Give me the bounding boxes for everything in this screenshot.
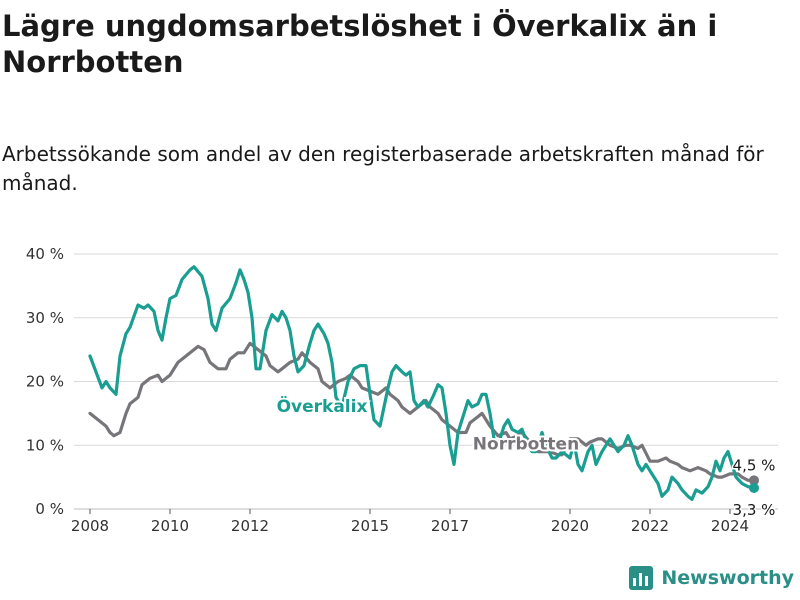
x-axis-ticks: 2008 2010 2012 2015 2017 2020 2022 2024 bbox=[71, 509, 749, 535]
end-point-overkalix bbox=[749, 482, 759, 493]
y-tick-label: 20 % bbox=[26, 373, 64, 391]
x-tick-label: 2012 bbox=[231, 517, 269, 535]
end-point-norrbotten bbox=[749, 475, 759, 486]
grid-lines bbox=[74, 253, 778, 510]
x-tick-label: 2008 bbox=[71, 517, 109, 535]
chart-annotations: Överkalix Norrbotten 4,5 % 3,3 % bbox=[275, 393, 777, 520]
x-tick-label: 2022 bbox=[631, 517, 669, 535]
bar-chart-icon bbox=[629, 566, 654, 590]
y-tick-label: 0 % bbox=[35, 500, 64, 518]
newsworthy-logo[interactable]: Newsworthy bbox=[629, 566, 794, 590]
line-chart: 0 % 10 % 20 % 30 % 40 % 2008 2010 2012 2015 2017… bbox=[26, 245, 778, 535]
y-tick-label: 10 % bbox=[26, 436, 64, 454]
series-line-overkalix bbox=[88, 265, 756, 501]
x-tick-label: 2020 bbox=[551, 517, 589, 535]
y-axis-ticks: 0 % 10 % 20 % 30 % 40 % bbox=[26, 245, 64, 518]
end-value-overkalix: 3,3 % bbox=[733, 501, 776, 519]
series-label-norrbotten: Norrbotten bbox=[473, 435, 579, 455]
x-tick-label: 2017 bbox=[431, 517, 469, 535]
series-label-overkalix: Överkalix bbox=[277, 395, 368, 417]
x-tick-label: 2024 bbox=[711, 517, 749, 535]
series-lines bbox=[88, 265, 759, 501]
chart-subtitle: Arbetssökande som andel av den registerb… bbox=[2, 142, 764, 195]
chart-title: Lägre ungdomsarbetslöshet i Överkalix än… bbox=[2, 9, 718, 79]
end-value-norrbotten: 4,5 % bbox=[733, 456, 776, 474]
series-line-norrbotten bbox=[88, 341, 756, 482]
x-tick-label: 2015 bbox=[351, 517, 389, 535]
x-tick-label: 2010 bbox=[151, 517, 189, 535]
brand-name: Newsworthy bbox=[661, 567, 794, 589]
y-tick-label: 40 % bbox=[26, 245, 64, 263]
y-tick-label: 30 % bbox=[26, 309, 64, 327]
